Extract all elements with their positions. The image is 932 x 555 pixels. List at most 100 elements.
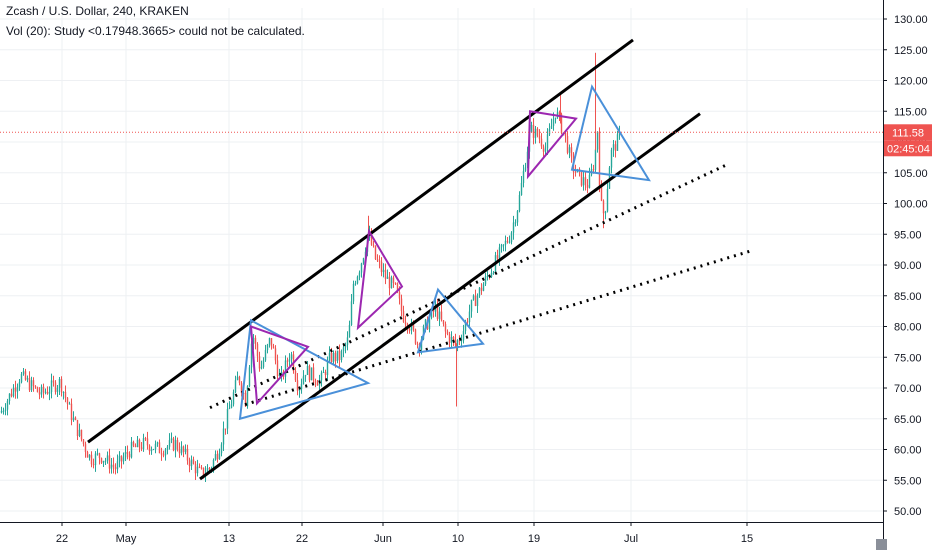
candle-body — [94, 453, 97, 466]
candle-body — [236, 376, 239, 381]
candle-body — [394, 282, 397, 284]
candle-body — [402, 311, 405, 322]
candle-body — [308, 365, 311, 381]
candle-body — [566, 136, 569, 153]
candle-body — [316, 383, 319, 386]
candle-body — [416, 343, 419, 345]
candle-body — [350, 301, 353, 325]
candle-body — [18, 382, 21, 387]
candle-body — [260, 367, 263, 369]
candle-body — [250, 343, 253, 368]
price-axis[interactable]: 130.00125.00120.00115.00110.00105.00100.… — [883, 0, 932, 550]
candle-body — [74, 417, 77, 421]
price-axis-bg — [883, 0, 932, 550]
price-tick-label: 85.00 — [894, 291, 922, 303]
candle-body — [530, 124, 533, 133]
candle-body — [356, 276, 359, 284]
candle-body — [610, 149, 613, 168]
candle-body — [476, 295, 479, 306]
candle-body — [378, 260, 381, 262]
candle-body — [484, 276, 487, 285]
candle-body — [60, 378, 63, 393]
candle-body — [290, 354, 293, 360]
candle-body — [122, 457, 125, 462]
time-tick-label: 13 — [223, 533, 235, 545]
candle-body — [456, 340, 459, 345]
candle-body — [564, 132, 567, 137]
price-tick-label: 60.00 — [894, 445, 922, 457]
candle-body — [326, 360, 329, 376]
candle-body — [280, 371, 283, 375]
candle-body — [314, 380, 317, 384]
candle-body — [380, 261, 383, 273]
candle-body — [312, 367, 315, 381]
time-axis[interactable]: 22 May 13 22 Jun 10 19 Jul 15 — [0, 522, 887, 550]
candle-body — [148, 445, 151, 452]
candle-body — [180, 446, 183, 454]
candle-body — [154, 443, 157, 450]
candle-body — [586, 184, 589, 188]
time-tick-label: Jun — [374, 533, 392, 545]
candle-body — [606, 188, 609, 212]
candle-body — [264, 350, 267, 361]
candle-body — [354, 283, 357, 285]
countdown-badge — [884, 140, 932, 157]
candle-body — [142, 438, 145, 449]
candle-body — [194, 463, 197, 474]
candle-body — [226, 408, 229, 429]
candle-body — [158, 442, 161, 454]
candle-body — [14, 387, 17, 392]
candle-body — [50, 380, 53, 393]
candle-body — [448, 334, 451, 343]
candle-body — [400, 298, 403, 312]
candle-body — [268, 338, 271, 345]
candle-body — [104, 460, 107, 462]
candle-body — [304, 374, 307, 377]
candle-body — [228, 407, 231, 409]
candle-body — [432, 309, 435, 312]
candle-body — [278, 374, 281, 377]
candle-body — [106, 455, 109, 461]
candle-body — [86, 451, 89, 458]
countdown-label: 02:45:04 — [887, 143, 930, 155]
candle-body — [450, 336, 453, 343]
last-price-label: 111.58 — [892, 127, 924, 139]
candle-body — [144, 438, 147, 440]
last-price-badge — [884, 124, 932, 141]
candle-body — [2, 410, 5, 412]
drawings[interactable] — [87, 38, 752, 481]
candle-body — [192, 459, 195, 464]
candle-body — [116, 461, 119, 470]
candle-body — [384, 269, 387, 279]
price-tick-label: 125.00 — [894, 45, 928, 57]
candle-body — [544, 148, 547, 152]
candle-body — [348, 324, 351, 338]
candle-body — [514, 222, 517, 224]
candle-body — [138, 439, 141, 448]
candle-body — [534, 128, 537, 138]
candle-body — [256, 343, 259, 357]
candle-body — [182, 446, 185, 452]
price-tick-label: 75.00 — [894, 352, 922, 364]
candle-body — [604, 211, 607, 214]
candle-body — [216, 454, 219, 460]
candle-body — [310, 367, 313, 381]
candle-body — [12, 387, 15, 397]
triangle-pattern — [526, 110, 578, 180]
candle-body — [594, 149, 597, 170]
candle-body — [598, 131, 601, 187]
time-tick-label: 10 — [452, 533, 464, 545]
candle-body — [340, 351, 343, 360]
candle-body — [320, 372, 323, 381]
candle-body — [68, 403, 71, 405]
candle-body — [168, 440, 171, 447]
candle-body — [452, 336, 455, 340]
candle-body — [332, 352, 335, 363]
volume-study-note: Vol (20): Study <0.17948.3665> could not… — [6, 24, 305, 38]
candle-body — [244, 392, 247, 407]
candle-body — [600, 186, 603, 201]
candle-body — [44, 391, 47, 393]
candle-body — [6, 401, 9, 410]
candle-body — [460, 340, 463, 342]
